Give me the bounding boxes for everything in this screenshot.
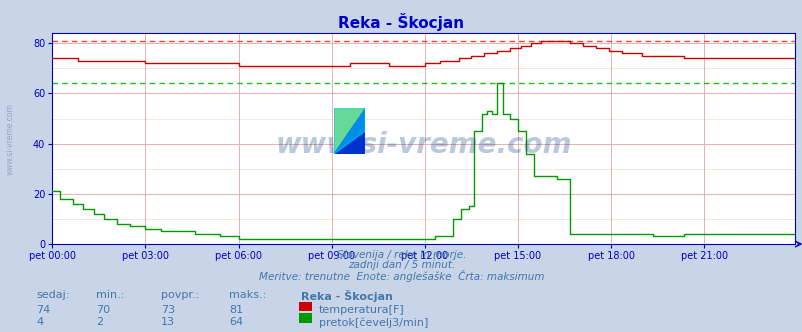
Text: maks.:: maks.: bbox=[229, 290, 265, 300]
Text: Reka - Škocjan: Reka - Škocjan bbox=[338, 13, 464, 31]
Text: 13: 13 bbox=[160, 317, 174, 327]
Text: 81: 81 bbox=[229, 305, 243, 315]
Polygon shape bbox=[334, 109, 365, 154]
Text: 4: 4 bbox=[36, 317, 43, 327]
Text: 74: 74 bbox=[36, 305, 51, 315]
Text: 64: 64 bbox=[229, 317, 243, 327]
Text: Reka - Škocjan: Reka - Škocjan bbox=[301, 290, 392, 302]
Text: temperatura[F]: temperatura[F] bbox=[318, 305, 404, 315]
Text: sedaj:: sedaj: bbox=[36, 290, 70, 300]
Text: Meritve: trenutne  Enote: anglešaške  Črta: maksimum: Meritve: trenutne Enote: anglešaške Črta… bbox=[258, 270, 544, 282]
Text: www.si-vreme.com: www.si-vreme.com bbox=[275, 131, 571, 159]
Text: Slovenija / reke in morje.: Slovenija / reke in morje. bbox=[336, 250, 466, 260]
Text: pretok[čevelj3/min]: pretok[čevelj3/min] bbox=[318, 317, 427, 328]
Text: zadnji dan / 5 minut.: zadnji dan / 5 minut. bbox=[347, 260, 455, 270]
Polygon shape bbox=[334, 109, 365, 154]
Text: www.si-vreme.com: www.si-vreme.com bbox=[6, 104, 15, 175]
Polygon shape bbox=[334, 109, 365, 154]
Text: povpr.:: povpr.: bbox=[160, 290, 199, 300]
Text: 73: 73 bbox=[160, 305, 175, 315]
Text: min.:: min.: bbox=[96, 290, 124, 300]
Text: 2: 2 bbox=[96, 317, 103, 327]
Text: 70: 70 bbox=[96, 305, 111, 315]
